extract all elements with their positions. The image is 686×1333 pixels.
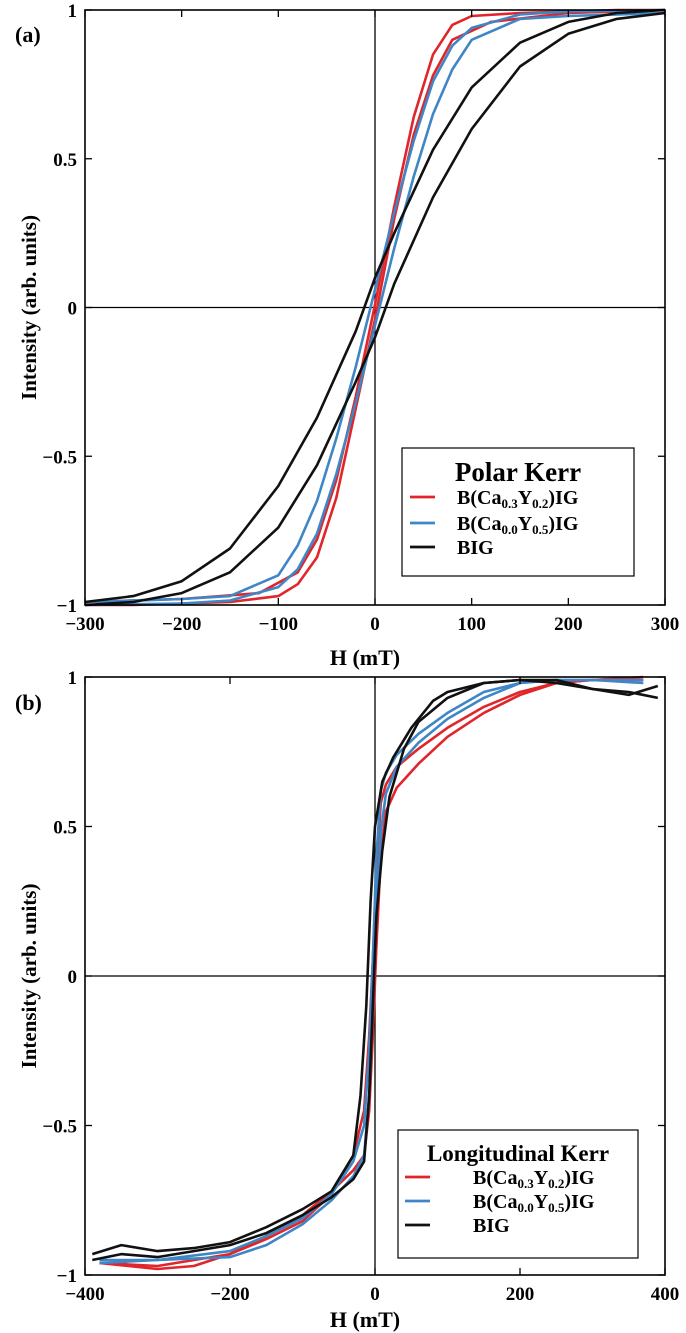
x-tick-label: 400 [651,1284,680,1305]
y-tick-label: 0.5 [53,818,77,839]
series-1-upper-branch [84,8,666,604]
y-tick-label: 1 [68,1,78,22]
x-tick-label: −200 [210,1284,249,1305]
y-tick-label: −0.5 [42,1117,77,1138]
panel-a: (a) −300 −200 −100 0 100 200 300 −1 −0.5 0 0.5 1 H (m… [15,1,679,670]
legend-entry: B(Ca0.0Y0.5)IG [473,1191,595,1215]
y-tick-label: 1 [68,668,78,689]
y-tick-label: −1 [57,1266,77,1287]
x-tick-label: 200 [554,614,583,635]
series-2-lower-branch [92,678,659,1262]
x-axis-label: H (mT) [330,645,400,670]
legend-entry: BIG [457,537,494,559]
series-1-lower-branch [84,11,666,607]
legend-title: Polar Kerr [455,457,581,487]
legend-entry: B(Ca0.0Y0.5)IG [457,513,579,537]
y-tick-label: 0.5 [53,150,77,171]
panel-label: (b) [15,690,42,715]
series-2-upper-branch [84,8,666,604]
x-tick-label: −300 [65,614,104,635]
x-tick-label: 300 [651,614,680,635]
legend-entry: B(Ca0.3Y0.2)IG [473,1167,595,1191]
panel-label: (a) [15,22,41,47]
legend: Polar KerrB(Ca0.3Y0.2)IGB(Ca0.0Y0.5)IGBI… [401,447,635,577]
panel-b: (b) −400 −200 0 200 400 −1 −0.5 0 0.5 1 H (mT) Inten… [15,668,679,1332]
legend: Longitudinal KerrB(Ca0.3Y0.2)IGB(Ca0.0Y0… [397,1129,639,1259]
y-tick-label: 0 [68,299,78,320]
series-1-upper-branch [99,678,644,1262]
y-axis-label: Intensity (arb. units) [17,884,41,1069]
y-tick-label: −1 [57,596,77,617]
legend-title: Longitudinal Kerr [427,1141,609,1166]
y-axis-label: Intensity (arb. units) [17,215,41,400]
x-axis-label: H (mT) [330,1307,400,1332]
x-tick-label: −100 [259,614,298,635]
series-2-lower-branch [84,11,666,607]
x-tick-label: −400 [65,1284,104,1305]
x-tick-label: 200 [506,1284,535,1305]
y-tick-label: −0.5 [42,447,77,468]
legend-entry: BIG [473,1215,510,1237]
x-tick-label: 0 [370,614,380,635]
legend-box [401,447,635,577]
legend-box [397,1129,639,1259]
y-tick-label: 0 [68,967,78,988]
x-tick-label: 0 [370,1284,380,1305]
legend-entry: B(Ca0.3Y0.2)IG [457,487,579,511]
x-tick-label: −200 [162,614,201,635]
x-tick-label: 100 [457,614,486,635]
